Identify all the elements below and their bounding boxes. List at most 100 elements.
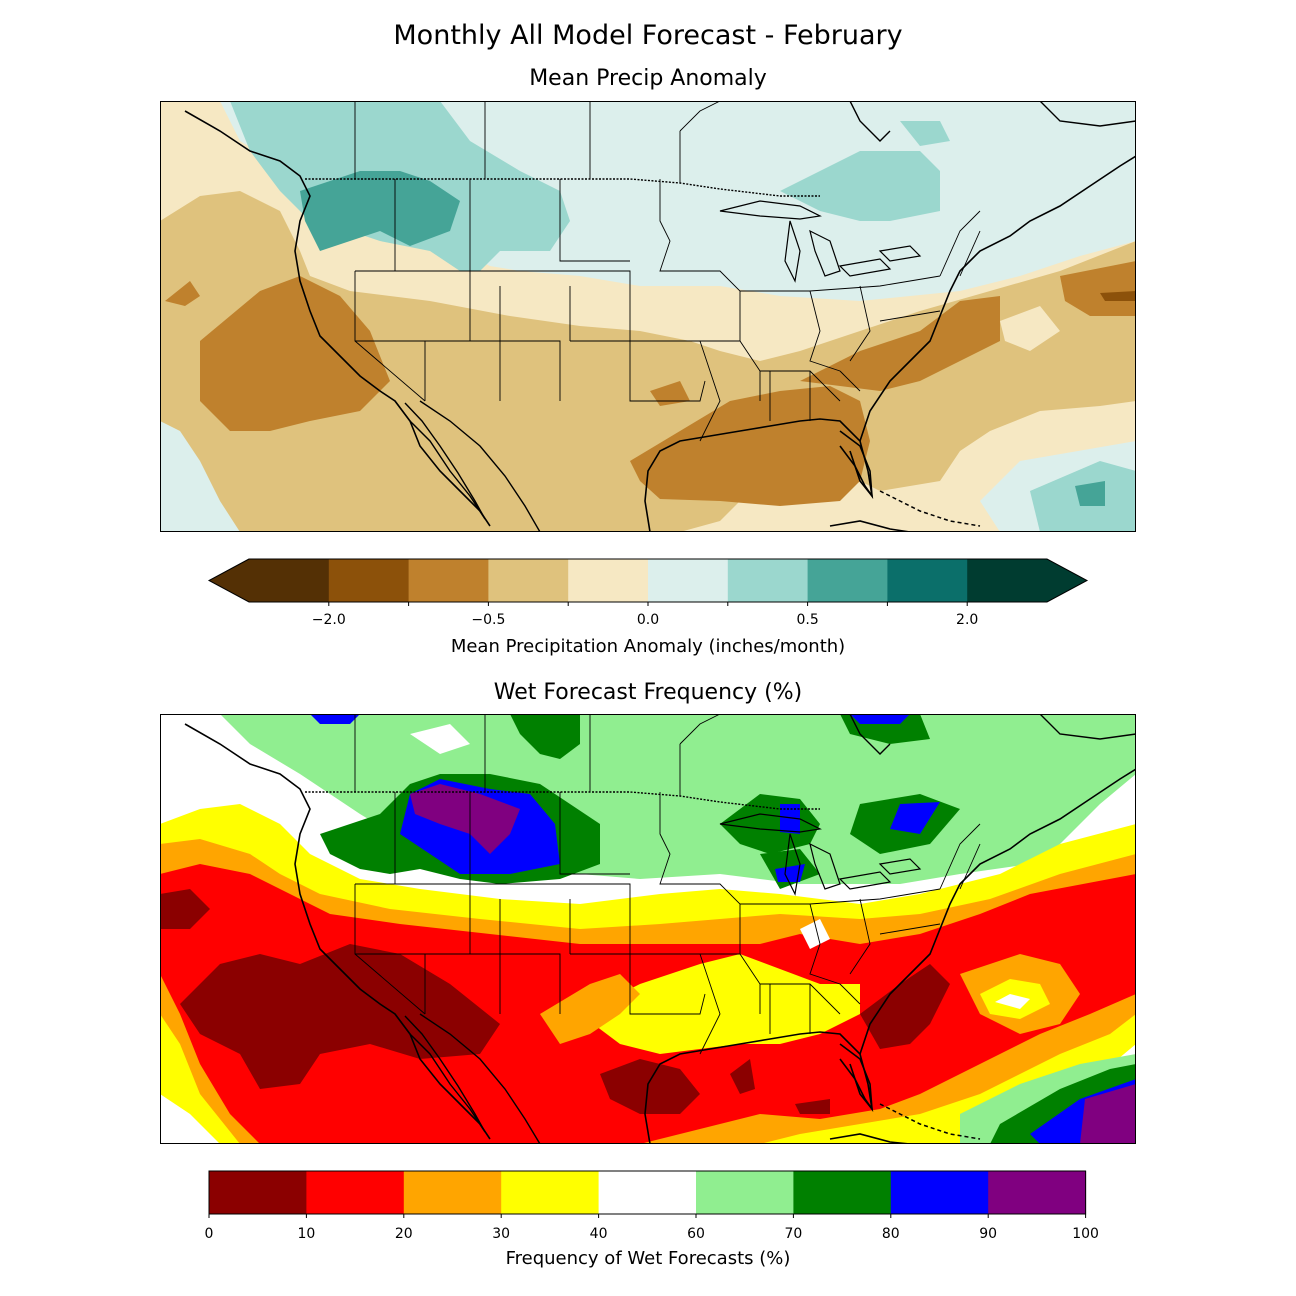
east-coastline <box>859 768 1136 1055</box>
colorbar-tick-label: 100 <box>1072 1226 1099 1242</box>
frequency-region-blue-ontario <box>890 802 940 834</box>
colorbar-segment <box>807 559 888 602</box>
florida <box>839 1043 874 1112</box>
anomaly-region-dark-teal-washington <box>300 171 460 251</box>
anomaly-region-tan-west <box>160 191 1136 532</box>
colorbar-segment <box>403 1171 502 1214</box>
us-canada-border <box>305 178 820 197</box>
frequency-region-blue-quebec <box>850 714 910 724</box>
colorbar-tick-label: 0 <box>204 1226 214 1242</box>
colorbar-tick-label: −0.5 <box>471 612 506 628</box>
frequency-region-blue-canada <box>310 714 360 724</box>
frequency-region-white-atlantic <box>995 994 1030 1009</box>
frequency-region-yellow-southeast <box>580 954 860 1054</box>
colorbar-segment <box>488 559 569 602</box>
anomaly-region-cream-atlantic <box>1000 306 1060 351</box>
gulf-coastline <box>644 1031 874 1144</box>
colorbar-segment <box>887 559 968 602</box>
cuba <box>829 520 911 532</box>
frequency-region-blue-greatlakes <box>780 804 800 834</box>
colorbar-segment <box>696 1171 794 1214</box>
anomaly-region-brown-atlantic <box>1060 261 1136 316</box>
anomaly-region-brown-nevada <box>165 281 200 306</box>
anomaly-region-light-teal-ne <box>1100 101 1136 131</box>
west-coastline <box>184 723 491 1140</box>
anomaly-region-teal-quebec <box>900 121 950 146</box>
colorbar-tick-label: 0.5 <box>796 612 819 628</box>
anomaly-region-brown-texas <box>650 381 690 406</box>
state-borders <box>354 179 981 442</box>
precip-anomaly-map <box>160 101 1136 532</box>
caribbean-islands <box>879 490 981 527</box>
anomaly-region-teal-greatlakes <box>780 151 940 221</box>
mexico-coastline <box>419 1013 541 1144</box>
frequency-region-purple-caribbean <box>1080 1084 1136 1144</box>
wet-frequency-map-title: Wet Forecast Frequency (%) <box>493 680 803 705</box>
frequency-region-dark-red-florida <box>795 1099 830 1114</box>
province-borders <box>354 714 721 796</box>
gulf-coastline <box>644 418 874 532</box>
figure-title: Monthly All Model Forecast - February <box>393 20 903 51</box>
frequency-region-white-canada <box>410 724 470 754</box>
colorbar-outline <box>208 1170 1087 1215</box>
colorbar-tick-label: 40 <box>589 1226 608 1242</box>
colorbar-tick-label: −2.0 <box>311 612 346 628</box>
colorbar-extend-high <box>1047 559 1087 602</box>
frequency-region-dark-red-west <box>180 944 500 1089</box>
colorbar-segment <box>568 559 649 602</box>
colorbar-tick-label: 80 <box>881 1226 900 1242</box>
colorbar-segment <box>988 1171 1087 1214</box>
colorbar-tick-label: 10 <box>297 1226 316 1242</box>
province-borders <box>354 101 721 183</box>
wet-frequency-colorbar-label: Frequency of Wet Forecasts (%) <box>505 1248 791 1269</box>
frequency-region-dark-red-nw <box>160 889 210 929</box>
great-lakes <box>719 813 922 896</box>
colorbar-segment <box>967 559 1048 602</box>
wet-frequency-colorbar <box>208 1170 1087 1218</box>
precip-anomaly-map-frame <box>160 101 1136 532</box>
anomaly-region-dark-teal-atlantic <box>1075 481 1105 506</box>
baja-peninsula <box>394 400 486 520</box>
great-lakes <box>719 200 922 283</box>
colorbar-segment <box>408 559 489 602</box>
hudson-bay-coast <box>849 101 1136 142</box>
anomaly-region-dark-brown-atlantic <box>1100 291 1136 301</box>
anomaly-region-brown-east <box>800 296 1000 391</box>
colorbar-segment <box>306 1171 405 1214</box>
colorbar-segment <box>648 559 729 602</box>
anomaly-region-brown-california <box>200 276 390 431</box>
frequency-region-white-midwest <box>800 919 830 949</box>
caribbean-islands <box>879 1103 981 1140</box>
colorbar-segment <box>209 1171 307 1214</box>
colorbar-segment <box>501 1171 600 1214</box>
colorbar-tick-label: 70 <box>784 1226 803 1242</box>
colorbar-outline <box>207 558 1089 603</box>
frequency-region-dark-red-gulf <box>600 1059 700 1114</box>
wet-frequency-map <box>160 714 1136 1144</box>
frequency-region-dark-red-carolina <box>860 964 950 1049</box>
frequency-region-purple-northwest <box>410 784 520 854</box>
frequency-region-white-west <box>160 734 220 794</box>
east-coastline <box>859 155 1136 442</box>
frequency-region-orange-southeast <box>540 974 640 1044</box>
mexico-coastline <box>419 400 541 532</box>
hudson-bay-coast <box>849 714 1136 755</box>
colorbar-segment <box>328 559 410 602</box>
colorbar-tick-label: 90 <box>979 1226 998 1242</box>
state-borders <box>354 792 981 1055</box>
us-canada-border <box>305 791 820 810</box>
frequency-region-dark-green-canada <box>510 714 580 759</box>
baja-peninsula <box>394 1013 486 1133</box>
colorbar-segment <box>890 1171 989 1214</box>
colorbar-segment <box>727 559 809 602</box>
colorbar-tick-label: 20 <box>394 1226 413 1242</box>
colorbar-tick-label: 0.0 <box>636 612 660 628</box>
colorbar-extend-low <box>209 559 249 602</box>
colorbar-tick-label: 30 <box>492 1226 511 1242</box>
precip-anomaly-colorbar <box>207 558 1089 606</box>
colorbar-segment <box>598 1171 697 1214</box>
precip-anomaly-map-title: Mean Precip Anomaly <box>529 66 767 91</box>
west-coastline <box>184 110 491 527</box>
colorbar-segment <box>793 1171 892 1214</box>
frequency-region-dark-red-georgia <box>730 1059 755 1094</box>
